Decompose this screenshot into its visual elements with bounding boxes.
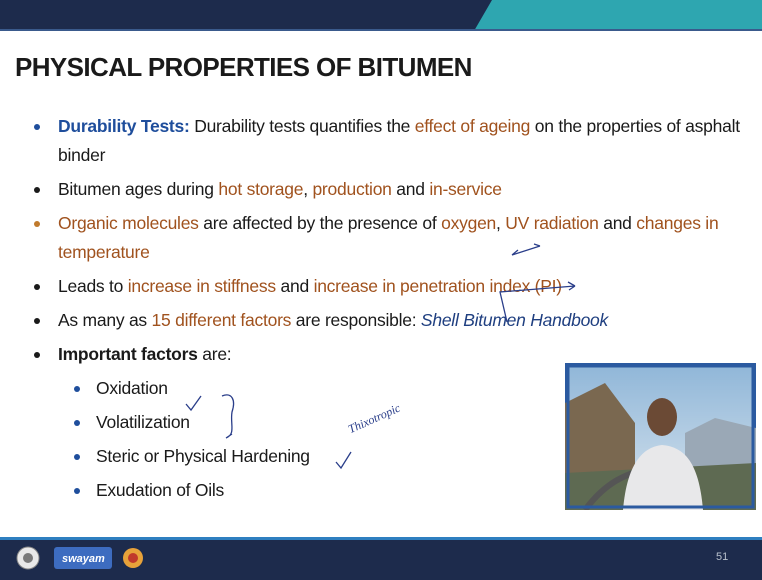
text-segment: Oxidation [96,378,168,398]
text-segment: As many as [58,310,152,330]
text-segment: production [312,179,392,199]
bullet-dot [34,352,40,358]
text-segment: Durability Tests: [58,116,190,136]
bottom-bar-bg [0,540,762,580]
text-segment: Organic molecules [58,213,199,233]
logo-text: swayam [62,553,105,565]
slide-title: PHYSICAL PROPERTIES OF BITUMEN [15,52,472,82]
text-segment: increase in stiffness [127,276,276,296]
ink-check [185,395,202,412]
video-mountain [685,418,756,473]
text-segment: effect of ageing [414,116,531,136]
text-segment: Volatilization [96,412,190,432]
bullet-dot [74,386,80,392]
ink-bracket [221,394,235,439]
text-segment: are: [197,344,232,364]
bullet-dot [34,187,40,193]
sub-bullet-item: Steric or Physical Hardening [34,442,756,471]
bullet-dot [34,124,40,130]
text-segment: are responsible: [291,310,421,330]
bullet-item: Durability Tests: Durability tests quant… [34,112,756,170]
text-segment: on the properties of asphalt binder [58,116,745,165]
sub-bullet-item: Oxidation [34,374,756,403]
text-segment: Leads to [58,276,128,296]
text-segment: and [391,179,430,199]
top-bar-accent [474,0,762,31]
bullet-item: Leads to increase in stiffness and incre… [34,272,756,301]
text-segment: and [275,276,314,296]
ink-arrow [499,281,576,323]
page-number: 51 [716,551,729,563]
logo-swayam [54,547,112,569]
ink-annotations [185,243,576,470]
bullet-dot [34,318,40,324]
text-segment: changes in temperature [58,213,724,262]
text-segment: Steric or Physical Hardening [96,446,310,466]
text-segment: oxygen [441,213,497,233]
bullet-item: Organic molecules are affected by the pr… [34,209,756,267]
video-body [623,445,703,510]
text-segment: Bitumen ages during [58,179,219,199]
logo-iit-inner [23,553,33,563]
text-segment: hot storage [218,179,304,199]
text-segment: UV radiation [505,213,599,233]
bullet-dot [34,221,40,227]
bottom-bar-line [0,537,762,540]
bullet-dot [74,454,80,460]
sub-bullet-item: Exudation of Oils [34,476,756,505]
top-bar [0,0,762,31]
text-segment: Shell Bitumen Handbook [420,310,609,330]
ink-check [335,451,352,470]
text-segment: Durability tests quantifies the [189,116,415,136]
bottom-bar [0,537,762,580]
bullet-dot [74,420,80,426]
bullet-item: Important factors are: [34,340,756,369]
bullet-dot [74,488,80,494]
top-bar-line [0,29,762,31]
text-segment: 15 different factors [151,310,292,330]
text-segment: , [496,213,506,233]
video-border [566,364,755,509]
video-head [647,398,677,436]
text-segment: in-service [429,179,502,199]
sub-bullet-item: Volatilization [34,408,756,437]
text-segment: and [598,213,637,233]
bullet-list: Durability Tests: Durability tests quant… [34,112,756,510]
video-inset [565,363,756,510]
bullet-dot [34,284,40,290]
text-segment: are affected by the presence of [198,213,442,233]
bullet-item: Bitumen ages during hot storage, product… [34,175,756,204]
text-segment: , [303,179,313,199]
logo-nptel-inner [128,553,138,563]
text-segment: Exudation of Oils [96,480,225,500]
ink-arrow [511,243,541,256]
text-segment: Important factors [58,344,198,364]
bullet-item: As many as 15 different factors are resp… [34,306,756,335]
